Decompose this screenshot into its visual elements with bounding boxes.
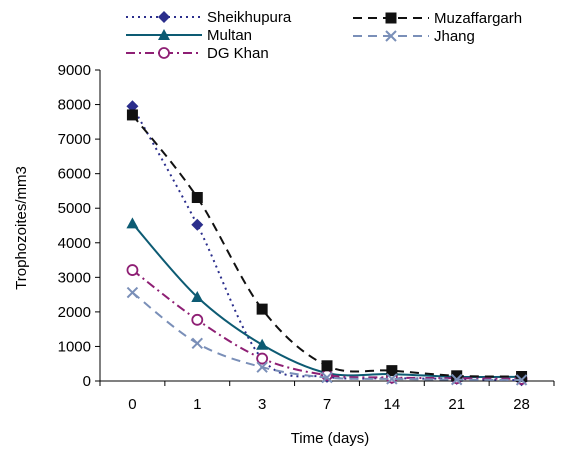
data-point: [126, 217, 139, 229]
data-point: [451, 373, 463, 386]
series-muzaffargarh: [126, 109, 528, 383]
legend-item-muzaffargarh: Muzaffargarh: [353, 10, 522, 27]
y-tick-label: 4000: [58, 235, 91, 252]
series-group: [126, 100, 528, 387]
legend-marker: [158, 29, 170, 40]
legend-item-sheikhupura: Sheikhupura: [126, 9, 292, 26]
y-tick-label: 2000: [58, 304, 91, 321]
data-point: [126, 286, 139, 299]
y-tick-label: 5000: [58, 200, 91, 217]
data-point: [386, 373, 398, 385]
legend-item-multan: Multan: [126, 27, 252, 44]
data-point: [386, 365, 398, 377]
x-tick-label: 14: [384, 396, 401, 413]
legend-item-jhang: Jhang: [353, 28, 475, 45]
legend-marker: [158, 47, 170, 59]
data-point: [516, 371, 528, 383]
data-point: [191, 313, 204, 326]
x-tick-label: 7: [323, 396, 331, 413]
legend-label: Muzaffargarh: [434, 10, 522, 27]
series-line: [131, 114, 522, 378]
y-ticks: 0 1000 2000 3000 4000 5000 6000 7000 8000 9000: [58, 62, 100, 390]
x-tick-label: 28: [513, 396, 530, 413]
series-sheikhupura: [126, 100, 528, 387]
data-point: [256, 352, 269, 365]
x-tick-label: 1: [193, 396, 201, 413]
x-tick-label: 21: [448, 396, 465, 413]
data-point: [515, 374, 528, 386]
legend-label: DG Khan: [207, 45, 269, 62]
series-multan: [126, 217, 528, 382]
legend-item-dg-khan: DG Khan: [126, 45, 269, 62]
y-tick-label: 1000: [58, 338, 91, 355]
data-point: [256, 361, 268, 373]
data-point: [321, 360, 333, 372]
data-point: [256, 338, 269, 350]
axes: [99, 70, 554, 382]
series-line: [131, 222, 522, 379]
data-point: [191, 218, 204, 231]
y-tick-label: 0: [83, 373, 91, 390]
y-axis-label: Trophozoites/mm3: [13, 166, 30, 290]
legend-label: Multan: [207, 27, 252, 44]
x-ticks: 0 1 3 7 14 21 28: [99, 381, 555, 413]
legend-marker: [385, 12, 397, 24]
data-point: [191, 192, 203, 204]
y-tick-label: 9000: [58, 62, 91, 79]
data-point: [191, 337, 203, 350]
legend-marker: [158, 11, 170, 23]
x-tick-label: 3: [258, 396, 266, 413]
legend-marker: [385, 30, 397, 42]
y-tick-label: 8000: [58, 97, 91, 114]
y-tick-label: 7000: [58, 131, 91, 148]
data-point: [256, 303, 268, 315]
data-point: [191, 291, 204, 303]
data-point: [321, 371, 333, 384]
data-point: [126, 264, 139, 276]
data-point: [126, 109, 138, 121]
legend-label: Jhang: [434, 28, 475, 45]
series-line: [131, 105, 522, 382]
y-tick-label: 3000: [58, 269, 91, 286]
y-tick-label: 6000: [58, 166, 91, 183]
x-tick-label: 0: [128, 396, 136, 413]
x-axis-label: Time (days): [291, 430, 370, 447]
legend-label: Sheikhupura: [207, 9, 292, 26]
data-point: [451, 370, 463, 382]
series-jhang: [126, 286, 528, 386]
data-point: [126, 100, 139, 113]
